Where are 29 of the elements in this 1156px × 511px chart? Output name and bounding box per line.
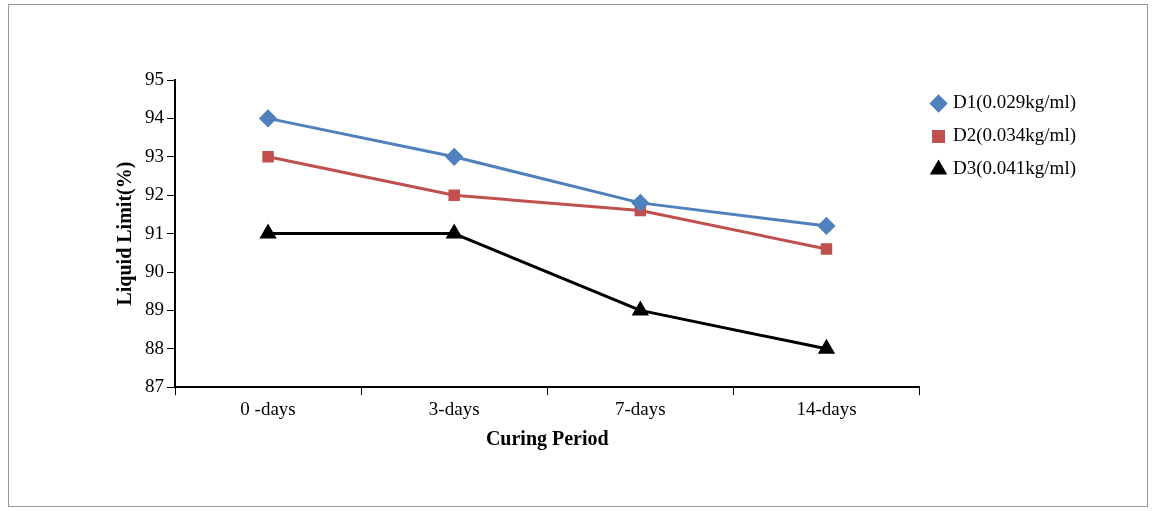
- legend-label: D2(0.034kg/ml): [953, 124, 1077, 147]
- point: [448, 189, 460, 201]
- y-tick-label: 91: [145, 221, 164, 243]
- x-tick-label: 3-days: [428, 397, 480, 419]
- y-tick-label: 88: [145, 336, 164, 358]
- point: [262, 151, 274, 163]
- point: [632, 301, 648, 316]
- point: [446, 225, 462, 239]
- point: [631, 194, 649, 212]
- x-axis-title: Curing Period: [485, 427, 609, 451]
- y-tick-label: 87: [145, 375, 164, 397]
- y-tick-label: 92: [145, 183, 164, 205]
- y-tick-label: 93: [145, 144, 164, 166]
- y-tick-label: 89: [145, 298, 164, 320]
- x-tick-label: 0 -days: [240, 397, 296, 419]
- legend-label: D1(0.029kg/ml): [953, 91, 1077, 114]
- y-tick-label: 95: [145, 67, 164, 89]
- y-axis-title: Liquid Limit(%): [113, 161, 137, 306]
- point: [817, 217, 835, 235]
- point: [818, 340, 835, 354]
- y-tick-label: 94: [145, 106, 165, 128]
- x-tick-label: 7-days: [615, 397, 666, 419]
- point: [445, 148, 463, 166]
- y-tick-label: 90: [145, 259, 164, 281]
- legend-label: D3(0.041kg/ml): [953, 157, 1077, 180]
- point: [820, 243, 833, 255]
- point: [260, 225, 276, 239]
- x-tick-label: 14-days: [796, 397, 857, 419]
- point: [259, 109, 277, 127]
